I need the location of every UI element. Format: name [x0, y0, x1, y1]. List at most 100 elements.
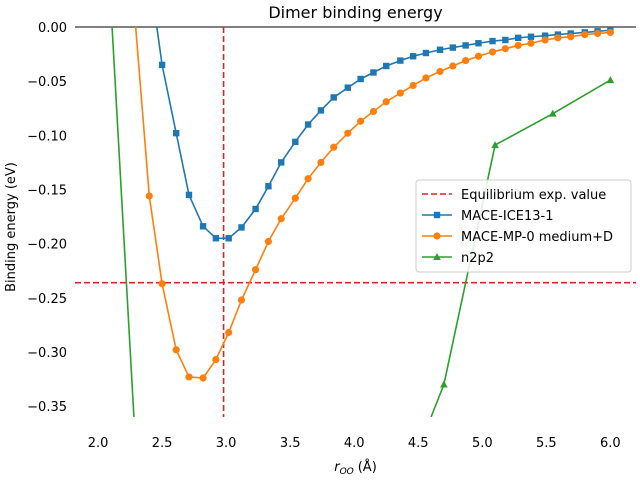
data-point	[409, 53, 417, 60]
y-axis-label: Binding energy (eV)	[4, 162, 19, 292]
x-tick-label: 2.5	[152, 436, 173, 451]
x-axis-label-sub: OO	[340, 467, 354, 477]
series-n2p2	[111, 27, 615, 417]
x-tick-label: 2.0	[88, 436, 109, 451]
data-point	[344, 84, 352, 91]
data-point	[527, 33, 535, 40]
x-tick-label: 5.0	[472, 436, 493, 451]
data-point	[567, 33, 575, 41]
data-point	[277, 215, 285, 223]
data-point	[383, 62, 390, 70]
legend-label: MACE-MP-0 medium+D	[461, 230, 613, 245]
data-point	[357, 117, 365, 125]
data-point	[145, 192, 153, 200]
data-point	[502, 36, 509, 44]
data-point	[436, 46, 444, 53]
y-tick-label: 0.00	[38, 21, 67, 36]
data-point	[212, 355, 220, 364]
y-tick-label: −0.20	[27, 238, 67, 253]
x-tick-label: 4.5	[408, 436, 429, 451]
data-point	[199, 374, 207, 382]
series-layer	[111, 2, 615, 417]
data-point	[541, 36, 549, 44]
data-point	[185, 373, 193, 381]
x-axis-label-main: r	[334, 460, 341, 475]
data-point	[449, 44, 457, 51]
data-point	[581, 30, 589, 39]
data-point	[369, 107, 378, 116]
data-point	[292, 138, 299, 146]
data-point	[185, 191, 193, 199]
data-point	[264, 237, 273, 246]
data-point	[449, 62, 457, 70]
data-point	[409, 81, 417, 90]
reference-lines	[75, 27, 636, 417]
legend-label: Equilibrium exp. value	[461, 188, 606, 203]
data-point	[397, 57, 404, 64]
chart-title: Dimer binding energy	[268, 3, 442, 22]
data-point	[462, 56, 470, 65]
y-tick-label: −0.05	[27, 75, 67, 90]
data-point	[199, 223, 207, 230]
axes: 2.0 2.5 3.0 3.5 4.0 4.5 5.0 5.5 6.0 0.00 −0.05 −0.1…	[27, 21, 636, 451]
data-point	[130, 2, 137, 9]
series-mace-ice13-1	[156, 27, 614, 242]
x-tick-label: 3.5	[280, 436, 301, 451]
data-point	[330, 143, 338, 151]
data-point	[357, 75, 364, 83]
x-tick-label: 5.5	[536, 436, 557, 451]
data-point	[436, 67, 444, 76]
data-point	[225, 328, 233, 337]
legend-label: n2p2	[461, 251, 494, 266]
data-point	[422, 74, 430, 82]
data-point	[225, 235, 232, 242]
data-point	[344, 129, 352, 137]
data-point	[474, 52, 483, 60]
data-point	[514, 34, 522, 42]
data-point	[462, 42, 469, 49]
data-point	[317, 158, 325, 167]
y-tick-label: −0.15	[27, 184, 67, 199]
x-axis-label: rOO (Å)	[334, 459, 377, 477]
data-point	[212, 235, 220, 242]
data-point	[593, 29, 602, 38]
data-point	[330, 94, 337, 101]
data-point	[238, 224, 245, 231]
data-point	[606, 76, 615, 84]
data-point	[501, 45, 509, 53]
data-point	[251, 266, 260, 274]
data-point	[606, 28, 614, 37]
data-point	[370, 69, 377, 76]
data-point	[172, 129, 180, 137]
data-point	[172, 346, 180, 354]
series-line-segment	[111, 27, 135, 417]
data-point	[489, 37, 496, 45]
y-tick-label: −0.35	[27, 400, 67, 415]
data-point	[304, 121, 312, 128]
data-point	[491, 141, 499, 149]
data-point	[440, 380, 448, 388]
data-point	[158, 280, 166, 288]
y-tick-label: −0.10	[27, 129, 67, 144]
legend: Equilibrium exp. value MACE-ICE13-1 MACE-M…	[415, 179, 632, 273]
x-tick-label: 4.0	[344, 436, 365, 451]
data-point	[475, 40, 482, 47]
data-point	[548, 109, 557, 117]
data-point	[527, 39, 535, 47]
x-tick-label: 6.0	[600, 436, 621, 451]
data-point	[317, 107, 325, 114]
series-mace-mp-0-medium-d	[130, 2, 614, 382]
legend-marker	[433, 253, 441, 260]
y-tick-label: −0.30	[27, 346, 67, 361]
data-point	[554, 34, 562, 42]
data-point	[278, 159, 285, 166]
legend-label: MACE-ICE13-1	[461, 209, 554, 224]
data-point	[396, 89, 404, 97]
data-point	[382, 98, 390, 106]
legend-marker	[433, 232, 441, 240]
legend-box	[415, 179, 632, 273]
data-point	[237, 296, 246, 304]
data-point	[488, 48, 497, 56]
data-point	[252, 205, 259, 213]
